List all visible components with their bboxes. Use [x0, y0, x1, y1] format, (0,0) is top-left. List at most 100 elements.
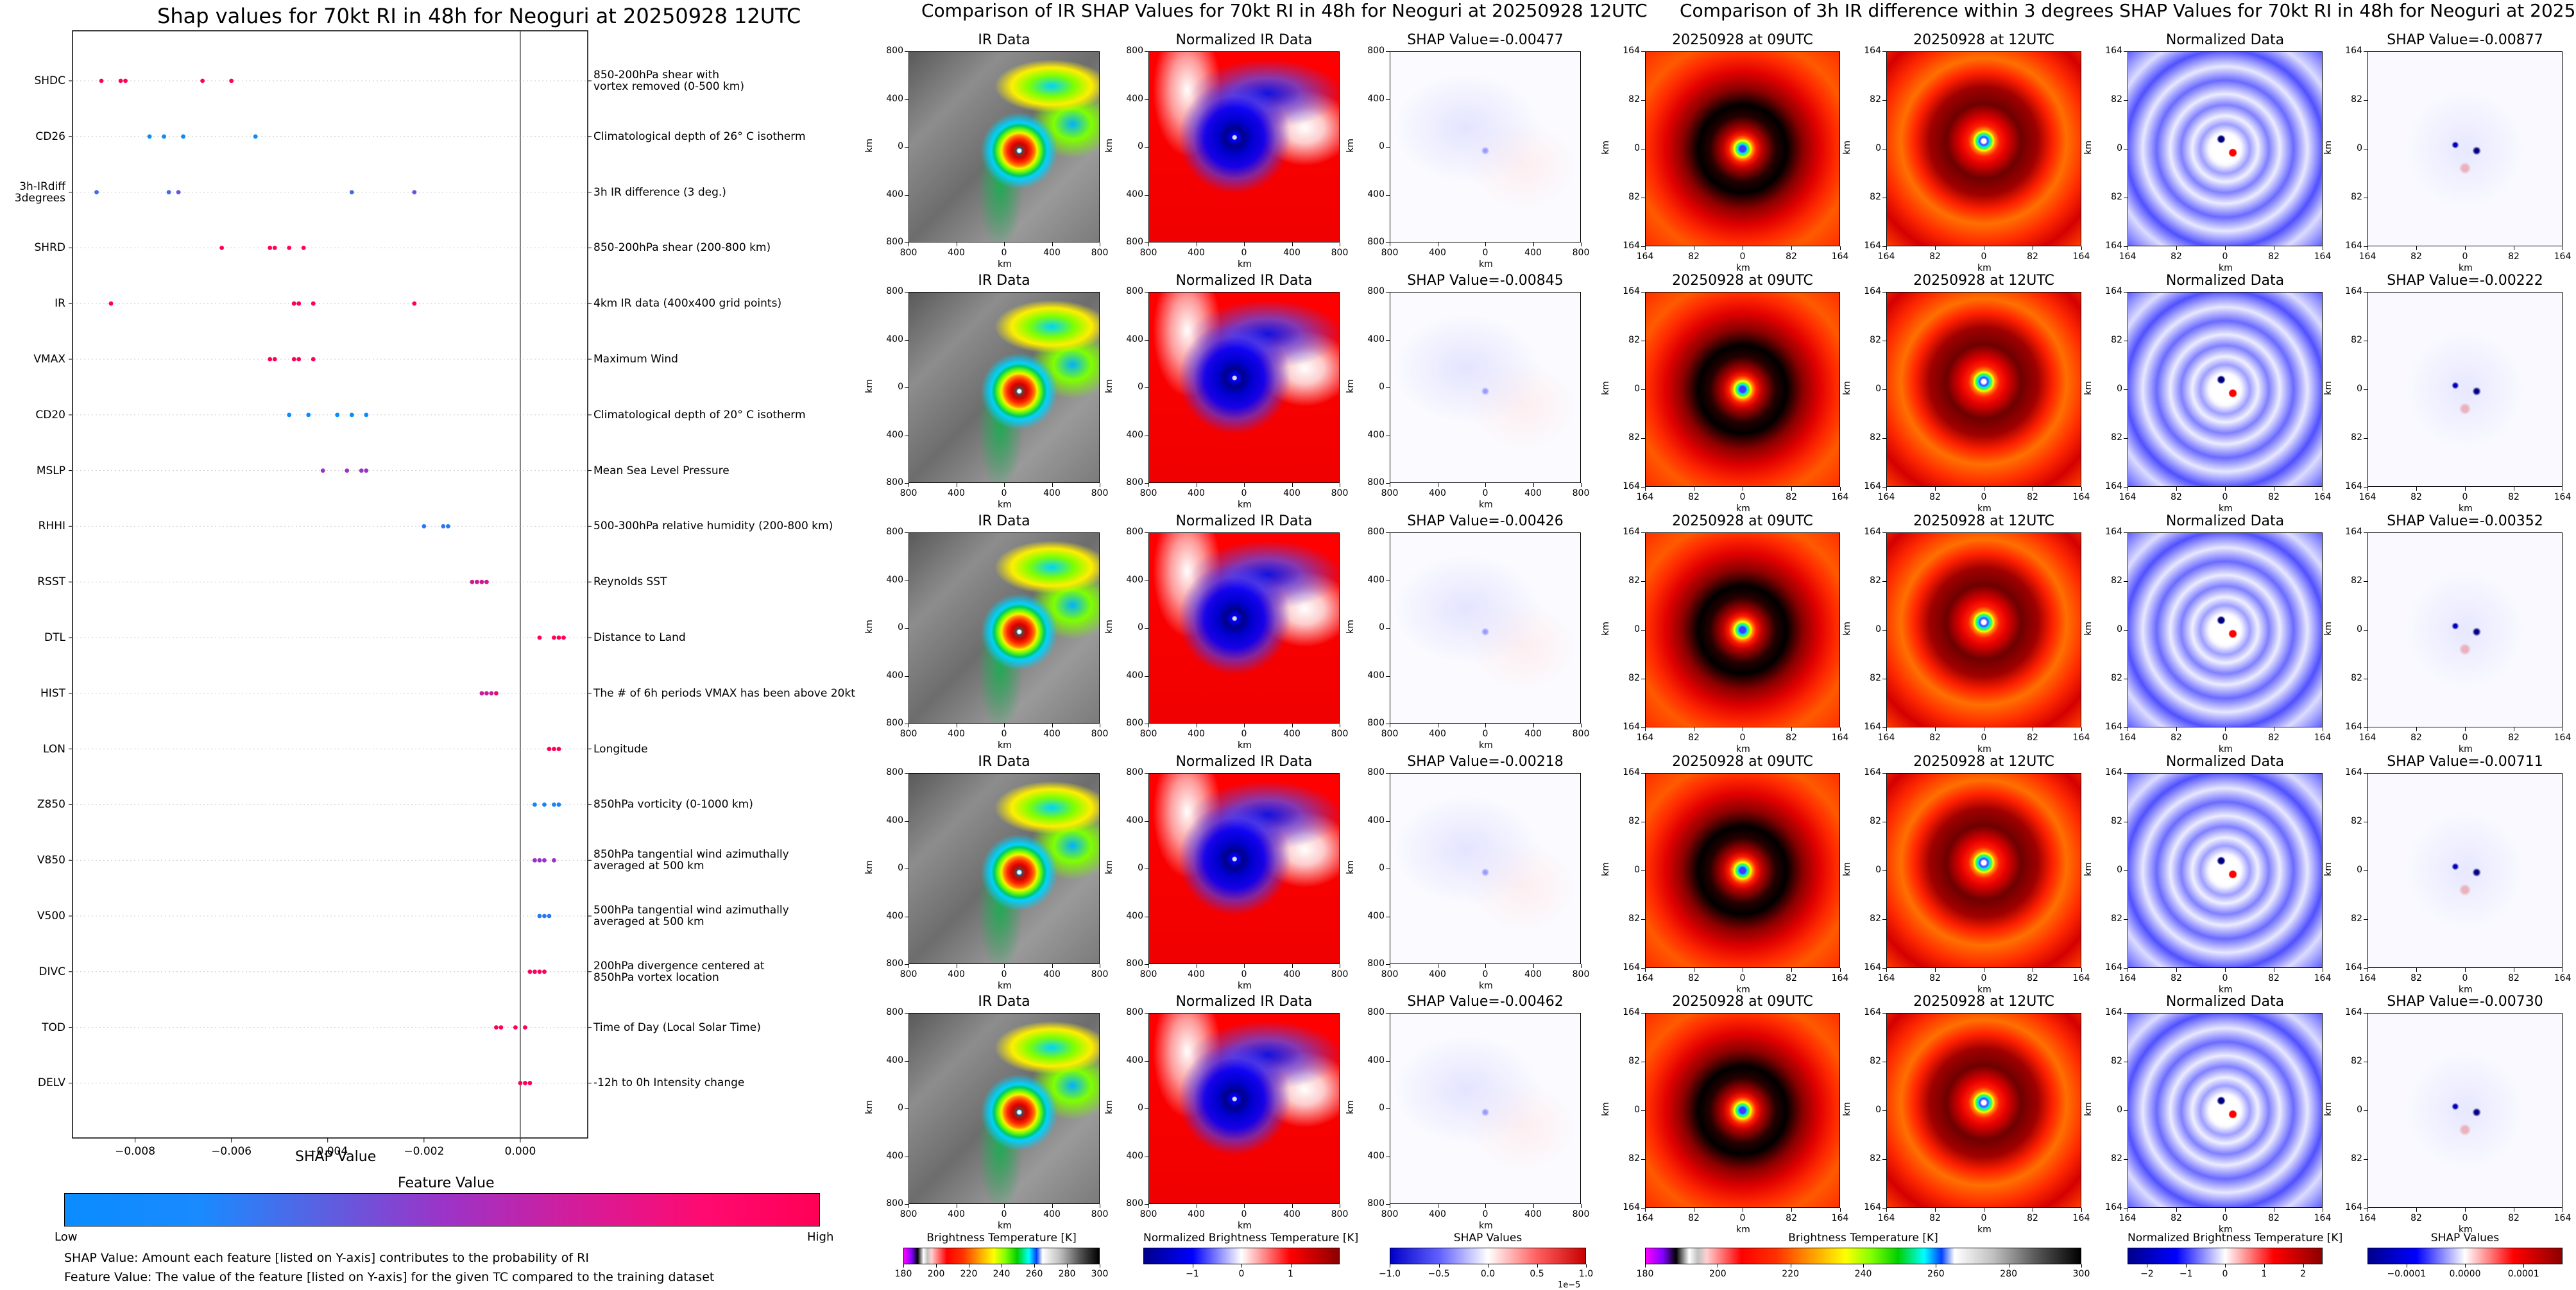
ytick-mark — [2124, 1208, 2128, 1209]
ytick-label: 82 — [2111, 192, 2122, 202]
ytick-mark — [1145, 675, 1148, 677]
xaxis-label: km — [1736, 985, 1750, 995]
xaxis-label: km — [998, 259, 1012, 269]
ytick-label: 164 — [2105, 481, 2122, 491]
xtick-label: 0 — [1739, 492, 1746, 502]
colorbar-tick-label: 260 — [1025, 1269, 1043, 1279]
colorbar-tick — [1034, 1264, 1035, 1268]
diff-panel-title: Normalized Data — [2165, 273, 2285, 289]
xtick-mark — [908, 1204, 909, 1208]
xtick-label: 82 — [1786, 733, 1797, 743]
ytick-label: 800 — [886, 958, 903, 969]
ir-comparison-title: Comparison of IR SHAP Values for 70kt RI… — [921, 0, 1648, 21]
xtick-label: 164 — [1877, 1213, 1895, 1223]
xaxis-label: km — [998, 1221, 1012, 1231]
yaxis-label: km — [1841, 140, 1852, 155]
xtick-mark — [1485, 964, 1486, 968]
xtick-mark — [1292, 724, 1293, 727]
ytick-mark — [1386, 675, 1390, 677]
ytick-label: 82 — [2111, 673, 2122, 683]
diff-diff-shap-panel — [2367, 1013, 2563, 1208]
xtick-mark — [1935, 246, 1936, 250]
shap-point-ir — [311, 301, 316, 306]
ytick-mark — [1882, 1208, 1886, 1209]
ytick-label: 800 — [1126, 477, 1143, 488]
xtick-label: 400 — [1429, 248, 1446, 258]
shap-point-3h-irdiff — [349, 190, 354, 194]
ir-shap-colorbar-label: SHAP Values — [1453, 1232, 1523, 1244]
xtick-mark — [1148, 964, 1149, 968]
normalized-temp-colorbar-label: Normalized Brightness Temperature [K] — [1143, 1232, 1359, 1244]
xtick-label: 400 — [1188, 1209, 1205, 1219]
ytick-label: 164 — [2345, 241, 2362, 251]
yaxis-label: km — [2083, 140, 2094, 155]
yaxis-label: km — [1345, 139, 1356, 153]
colorbar-tick-label: 0.5 — [1530, 1269, 1544, 1279]
ytick-mark — [1386, 339, 1390, 341]
shap-point-3h-irdiff — [412, 190, 417, 194]
colorbar-tick-label: 260 — [1927, 1269, 1945, 1279]
xaxis-label: km — [1736, 504, 1750, 514]
xaxis-label: km — [1238, 981, 1252, 991]
xtick-label: 82 — [2508, 1213, 2520, 1223]
ytick-label: 800 — [886, 477, 903, 488]
yaxis-label: km — [1104, 860, 1114, 874]
ytick-mark — [1145, 1060, 1148, 1062]
xtick-label: 82 — [2027, 1213, 2038, 1223]
xtick-mark — [1533, 483, 1534, 487]
ytick-mark — [2364, 389, 2367, 390]
xtick-label: 800 — [1091, 248, 1109, 258]
xtick-label: 164 — [2072, 251, 2090, 262]
ytick-label: 0 — [898, 141, 903, 151]
ytick-label: 800 — [1126, 237, 1143, 247]
ytick-label: 800 — [1367, 958, 1385, 969]
colorbar-tick — [2186, 1264, 2187, 1268]
shap-point-cd26 — [253, 134, 258, 139]
ytick-mark — [1386, 194, 1390, 196]
xtick-label: 164 — [2314, 492, 2332, 502]
xtick-label: 800 — [1331, 248, 1349, 258]
colorbar-tick-label: 180 — [894, 1269, 912, 1279]
ytick-mark — [1145, 773, 1148, 774]
yaxis-label: km — [2323, 1102, 2333, 1116]
ytick-mark — [2364, 1110, 2367, 1111]
xaxis-label: km — [998, 500, 1012, 510]
xtick-mark — [1052, 242, 1053, 246]
ytick-mark — [1641, 870, 1645, 871]
ytick-label: 800 — [886, 1198, 903, 1209]
feature-description: 850hPa tangential wind azimuthally avera… — [593, 848, 789, 873]
xtick-label: 800 — [1139, 488, 1157, 498]
xtick-label: 82 — [2508, 492, 2520, 502]
ytick-mark — [1641, 246, 1645, 247]
ytick-mark — [1882, 1013, 1886, 1014]
xtick-mark — [1886, 968, 1887, 972]
xtick-label: 164 — [2358, 251, 2376, 262]
colorbar-tick-label: −1.0 — [1379, 1269, 1401, 1279]
xaxis-label: km — [1238, 740, 1252, 751]
feature-name: VMAX — [33, 353, 65, 366]
xtick-label: −0.004 — [307, 1145, 348, 1158]
shap-point-v500 — [547, 913, 552, 919]
feature-value-note: Feature Value: The value of the feature … — [64, 1270, 715, 1284]
feature-name: DELV — [37, 1076, 65, 1090]
xaxis-label: km — [2459, 744, 2473, 754]
shap-point-v850 — [537, 858, 542, 863]
yaxis-label: km — [2083, 1102, 2094, 1116]
shap-point-cd20 — [287, 412, 292, 418]
shap-point-v850 — [533, 858, 537, 863]
xtick-mark — [1791, 968, 1792, 972]
xtick-label: 82 — [1688, 733, 1700, 743]
ytick-label: 82 — [2111, 1153, 2122, 1164]
ytick-label: 164 — [1623, 722, 1640, 732]
ytick-label: 400 — [1367, 574, 1385, 585]
ytick-mark — [2364, 1208, 2367, 1209]
diff-shap-colorbar — [2367, 1248, 2563, 1264]
feature-description: Maximum Wind — [593, 353, 678, 366]
xtick-label: 0 — [2222, 973, 2228, 983]
xtick-label: 400 — [1283, 488, 1301, 498]
shap-point-lon — [552, 747, 556, 751]
diff-09utc-panel — [1645, 1013, 1840, 1208]
ytick-label: 400 — [1126, 1055, 1143, 1065]
xtick-label: 800 — [1381, 729, 1399, 739]
ytick-mark — [2124, 1159, 2128, 1160]
